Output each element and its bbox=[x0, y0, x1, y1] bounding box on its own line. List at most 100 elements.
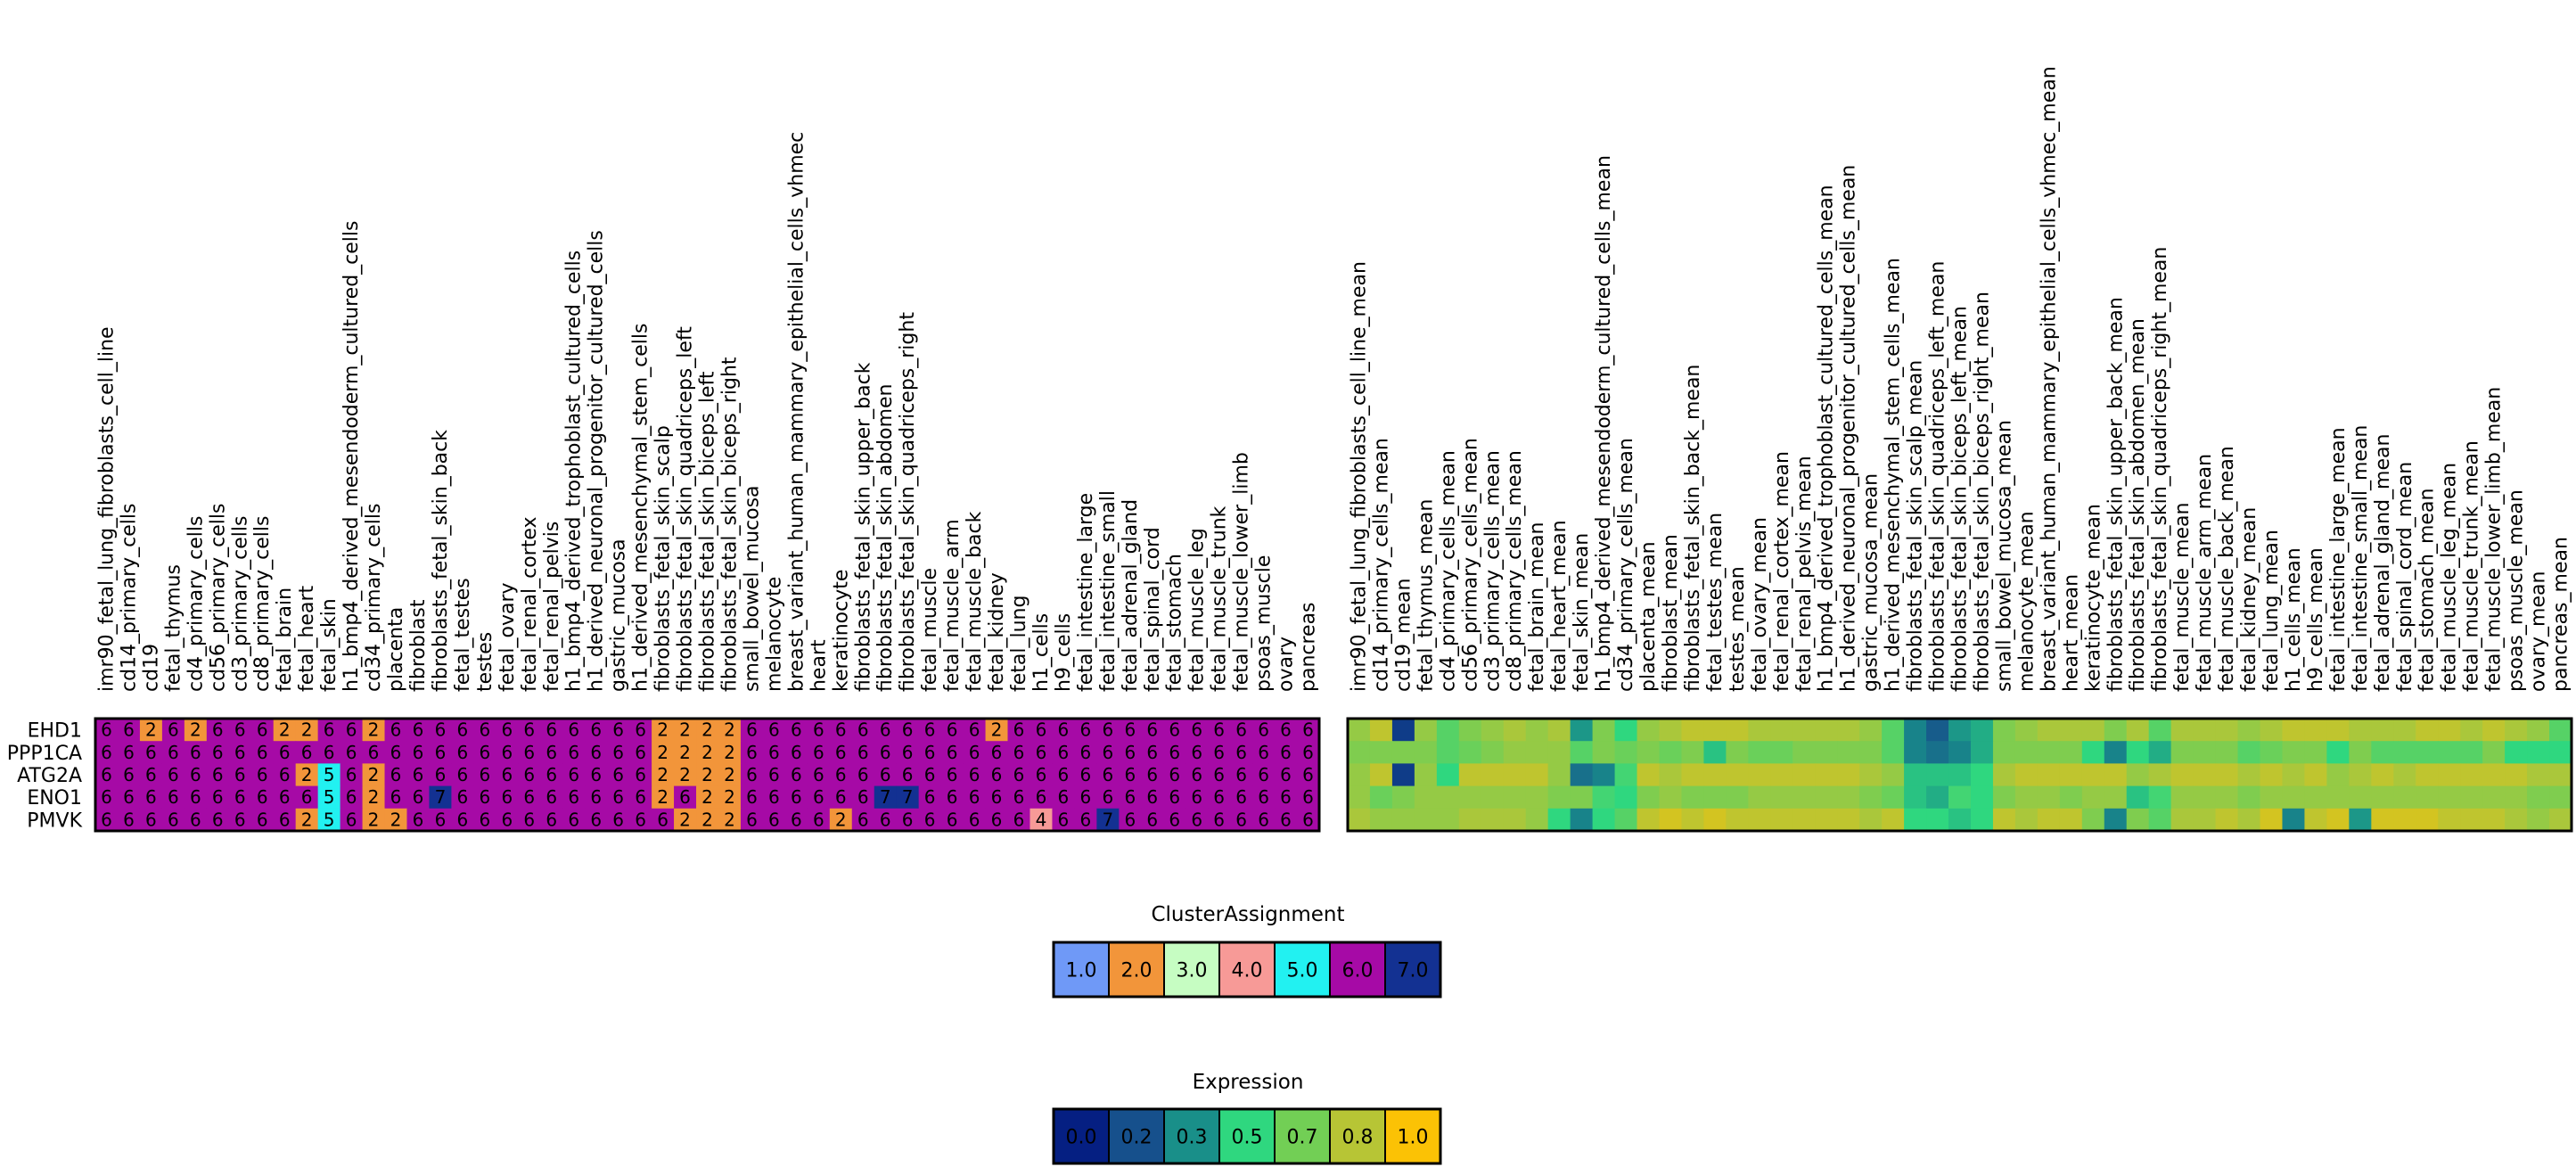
legend-swatch bbox=[1274, 1108, 1331, 1164]
heatmap-cell bbox=[2416, 785, 2439, 810]
cell-value-label: 6 bbox=[568, 786, 579, 808]
heatmap-cell bbox=[874, 808, 898, 832]
cell-value-label: 6 bbox=[1169, 764, 1180, 785]
cell-value-label: 6 bbox=[1258, 742, 1269, 763]
cell-value-label: 6 bbox=[635, 809, 646, 830]
mean-col-label: fibroblasts_fetal_skin_quadriceps_right_… bbox=[2149, 247, 2171, 692]
heatmap-cell bbox=[829, 719, 853, 742]
heatmap-cell bbox=[1703, 763, 1727, 787]
heatmap-cell bbox=[1297, 763, 1320, 787]
heatmap-cell bbox=[1992, 785, 2016, 810]
heatmap-cell bbox=[518, 719, 541, 742]
cell-value-label: 6 bbox=[1036, 742, 1047, 763]
heatmap-cell bbox=[161, 808, 185, 832]
col-label: breast_variant_human_mammary_epithelial_… bbox=[785, 132, 808, 692]
heatmap-cell bbox=[1007, 719, 1031, 742]
heatmap-cell bbox=[1275, 719, 1298, 742]
legend-label: 0.5 bbox=[1232, 1127, 1263, 1149]
heatmap-cell bbox=[2416, 808, 2439, 832]
cell-value-label: 6 bbox=[190, 809, 201, 830]
heatmap-cell bbox=[1926, 808, 1949, 832]
heatmap-cell bbox=[918, 741, 942, 764]
cell-value-label: 6 bbox=[346, 809, 357, 830]
heatmap-cell bbox=[940, 763, 964, 787]
cell-value-label: 6 bbox=[1124, 786, 1136, 808]
heatmap-cell bbox=[2482, 741, 2506, 764]
cell-value-label: 6 bbox=[947, 719, 958, 741]
heatmap-cell bbox=[1681, 785, 1705, 810]
col-label: fetal_testes bbox=[452, 578, 474, 692]
cell-value-label: 6 bbox=[234, 719, 246, 741]
heatmap-cell bbox=[1525, 808, 1549, 832]
legend-label: 2.0 bbox=[1121, 960, 1153, 982]
heatmap-cell bbox=[2126, 719, 2150, 742]
cell-value-label: 6 bbox=[390, 786, 402, 808]
mean-col-label: fetal_stomach_mean bbox=[2416, 489, 2439, 692]
heatmap-cell bbox=[2505, 741, 2528, 764]
cell-value-label: 6 bbox=[1235, 719, 1247, 741]
heatmap-cell bbox=[1703, 808, 1727, 832]
heatmap-cell bbox=[139, 741, 163, 764]
heatmap-cell bbox=[139, 763, 163, 787]
heatmap-cell bbox=[1770, 808, 1793, 832]
heatmap-cell bbox=[1659, 808, 1683, 832]
heatmap-cell bbox=[1414, 808, 1438, 832]
col-label: cd4_primary_cells bbox=[185, 516, 207, 692]
heatmap-cell bbox=[851, 719, 875, 742]
cell-value-label: 6 bbox=[1235, 809, 1247, 830]
cell-value-label: 6 bbox=[145, 742, 157, 763]
mean-col-label: fetal_intestine_small_mean bbox=[2350, 425, 2372, 692]
heatmap-cell bbox=[1391, 785, 1415, 810]
heatmap-cell bbox=[1348, 741, 1371, 764]
cell-value-label: 6 bbox=[969, 719, 980, 741]
heatmap-cell bbox=[985, 719, 1009, 742]
heatmap-cell bbox=[1119, 741, 1142, 764]
col-label: fibroblasts_fetal_skin_biceps_right bbox=[718, 357, 741, 692]
heatmap-cell bbox=[1436, 763, 1460, 787]
cell-value-label: 6 bbox=[746, 742, 758, 763]
cell-value-label: 6 bbox=[168, 786, 179, 808]
cell-value-label: 2 bbox=[701, 786, 713, 808]
col-label: fetal_skin bbox=[318, 598, 340, 692]
expression-legend: 0.0 0.2 0.3 0.5 0.7 0.8 1.0 bbox=[1052, 1107, 1442, 1165]
heatmap-cell bbox=[2059, 785, 2083, 810]
heatmap-cell bbox=[829, 785, 853, 810]
heatmap-cell bbox=[228, 741, 252, 764]
heatmap-cell bbox=[1208, 808, 1231, 832]
col-label: fetal_muscle bbox=[919, 568, 941, 692]
heatmap-cell bbox=[2416, 741, 2439, 764]
mean-col-label: testes_mean bbox=[1727, 566, 1749, 692]
heatmap-cell bbox=[1414, 785, 1438, 810]
heatmap-cell bbox=[1414, 719, 1438, 742]
cell-value-label: 6 bbox=[568, 719, 579, 741]
heatmap-cell bbox=[1770, 763, 1793, 787]
col-label: fetal_muscle_trunk bbox=[1209, 505, 1231, 692]
heatmap-cell bbox=[2349, 741, 2372, 764]
heatmap-cell bbox=[1052, 719, 1075, 742]
col-label: imr90_fetal_lung_fibroblasts_cell_line bbox=[95, 326, 118, 692]
col-label: cd19 bbox=[140, 644, 162, 692]
heatmap-cell bbox=[540, 763, 563, 787]
cell-value-label: 6 bbox=[346, 719, 357, 741]
mean-col-label: fibroblasts_fetal_skin_upper_back_mean bbox=[2104, 297, 2127, 692]
heatmap-cell bbox=[1369, 808, 1393, 832]
heatmap-cell bbox=[2260, 763, 2284, 787]
cell-value-label: 6 bbox=[212, 719, 224, 741]
cell-value-label: 6 bbox=[212, 809, 224, 830]
heatmap-cell bbox=[518, 785, 541, 810]
heatmap-cell bbox=[1458, 808, 1482, 832]
heatmap-cell bbox=[317, 808, 341, 832]
heatmap-cell bbox=[2215, 719, 2239, 742]
heatmap-cell bbox=[1570, 719, 1594, 742]
cell-value-label: 6 bbox=[813, 809, 824, 830]
heatmap-cell bbox=[1252, 741, 1276, 764]
cell-value-label: 6 bbox=[413, 719, 424, 741]
cell-value-label: 6 bbox=[568, 742, 579, 763]
cell-value-label: 6 bbox=[746, 809, 758, 830]
cell-value-label: 6 bbox=[746, 719, 758, 741]
heatmap-cell bbox=[206, 763, 230, 787]
cell-value-label: 6 bbox=[479, 786, 490, 808]
heatmap-cell bbox=[1458, 785, 1482, 810]
heatmap-cell bbox=[206, 808, 230, 832]
cell-value-label: 6 bbox=[101, 764, 112, 785]
